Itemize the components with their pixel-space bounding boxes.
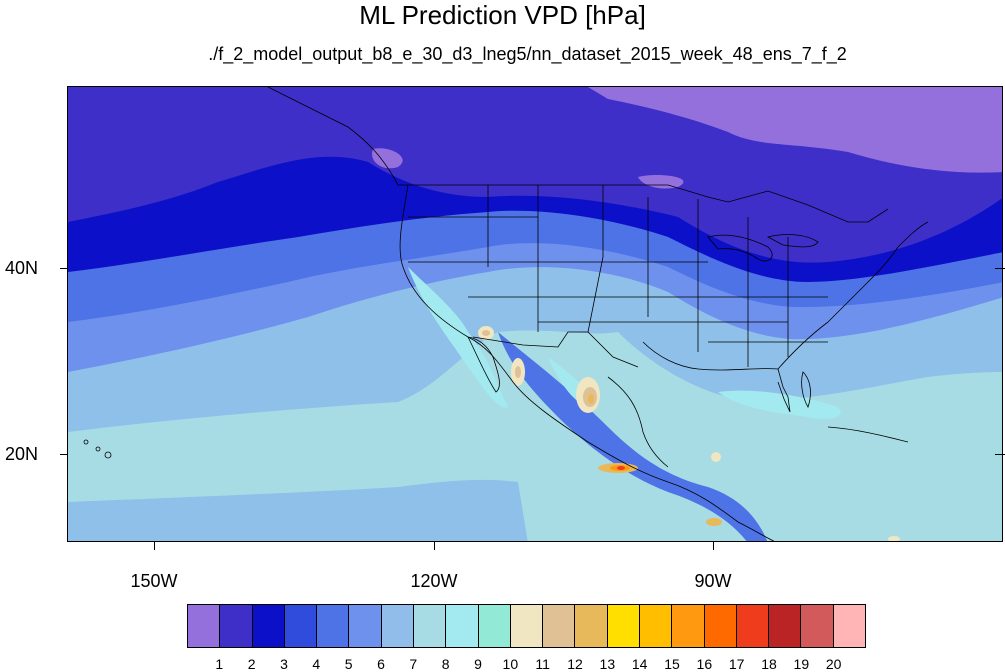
- colorbar-level-label: 7: [409, 656, 418, 672]
- colorbar-level-label: 6: [377, 656, 385, 672]
- colorbar-swatch-10: [478, 605, 511, 647]
- great-lakes: [707, 234, 819, 262]
- contour-level-17-south: [617, 466, 625, 470]
- contour-level-12-sonora: [515, 366, 521, 378]
- colorbar-level-label: 14: [631, 656, 648, 672]
- colorbar-level-label: 17: [728, 656, 745, 672]
- colorbar-level-label: 1: [215, 656, 224, 672]
- colorbar-level-label: 5: [344, 656, 353, 672]
- political-borders: [267, 87, 929, 541]
- contour-level-9-west: [408, 267, 508, 408]
- us-canada-border: [398, 184, 889, 223]
- lon-label-90w: 90W: [694, 571, 732, 591]
- colorbar: [187, 604, 866, 648]
- lat-tick-20n-right: [995, 454, 1005, 455]
- lat-label-40n: 40N: [4, 258, 38, 278]
- contour-level-13-guatemala: [706, 518, 722, 526]
- colorbar-swatch-2: [220, 605, 253, 647]
- lon-tick-90w: [713, 542, 714, 550]
- colorbar-level-label: 9: [474, 656, 482, 672]
- colorbar-level-label: 2: [247, 656, 256, 672]
- contour-level-1: [588, 87, 1002, 173]
- colorbar-level-label: 3: [280, 656, 288, 672]
- lon-label-120w: 120W: [410, 571, 458, 591]
- west-coastline: [399, 184, 775, 541]
- contour-level-7-band: [68, 479, 528, 541]
- lat-tick-20n-left: [60, 454, 67, 455]
- colorbar-level-label: 13: [599, 656, 616, 672]
- contour-level-7: [68, 330, 1002, 541]
- vpd-map: [67, 86, 1003, 542]
- colorbar-swatch-8: [413, 605, 447, 647]
- colorbar-swatch-15: [639, 605, 673, 647]
- contour-level-12-baja: [482, 330, 490, 336]
- colorbar-level-label: 10: [502, 656, 519, 672]
- colorbar-swatch-18: [736, 605, 770, 647]
- colorbar-swatch-5: [317, 605, 350, 647]
- colorbar-level-label: 16: [696, 656, 713, 672]
- gulf-coastline: [607, 341, 791, 468]
- colorbar-swatch-6: [349, 605, 382, 647]
- lat-tick-40n-left: [60, 268, 67, 269]
- colorbar-level-label: 20: [825, 656, 842, 672]
- colorbar-swatch-4: [284, 605, 318, 647]
- colorbar-swatch-3: [252, 605, 285, 647]
- lon-tick-120w: [434, 542, 435, 550]
- canada-coastline: [267, 87, 399, 186]
- lat-tick-40n-right: [995, 268, 1005, 269]
- colorbar-swatch-9: [446, 605, 479, 647]
- colorbar-level-label: 4: [312, 656, 321, 672]
- colorbar-swatch-12: [543, 605, 576, 647]
- colorbar-level-label: 11: [535, 656, 550, 672]
- colorbar-level-label: 12: [567, 656, 583, 672]
- colorbar-swatch-1: [188, 605, 221, 647]
- map-title: ML Prediction VPD [hPa]: [359, 0, 646, 30]
- colorbar-swatch-11: [510, 605, 544, 647]
- contour-level-11-caribbean: [711, 452, 721, 462]
- contour-level-1-patch: [372, 148, 403, 169]
- colorbar-swatch-17: [704, 605, 737, 647]
- colorbar-swatch-7: [381, 605, 414, 647]
- lat-label-20n: 20N: [4, 444, 38, 464]
- islands: [83, 371, 909, 459]
- colorbar-swatch-14: [607, 605, 640, 647]
- us-state-lines: [408, 185, 828, 367]
- colorbar-level-label: 18: [761, 656, 777, 672]
- contour-level-9-gulf: [718, 390, 841, 419]
- contour-level-5-sierra-madre: [498, 332, 768, 541]
- lon-label-150w: 150W: [130, 571, 178, 591]
- baja-coastline: [467, 336, 500, 393]
- colorbar-swatch-13: [575, 605, 608, 647]
- colorbar-swatch-19: [769, 605, 802, 647]
- atlantic-coastline: [777, 221, 929, 370]
- contour-level-11-venezuela: [888, 536, 900, 541]
- contour-level-13-central: [588, 394, 594, 404]
- colorbar-swatch-16: [672, 605, 705, 647]
- colorbar-level-label: 15: [664, 656, 680, 672]
- vpd-contour-field: [68, 87, 1002, 541]
- map-subtitle: ./f_2_model_output_b8_e_30_d3_lneg5/nn_d…: [208, 44, 847, 64]
- colorbar-swatch-21: [833, 605, 865, 647]
- colorbar-level-label: 8: [441, 656, 450, 672]
- us-mexico-border: [472, 331, 639, 368]
- colorbar-swatch-20: [801, 605, 834, 647]
- colorbar-level-label: 19: [793, 656, 810, 672]
- lon-tick-150w: [154, 542, 155, 550]
